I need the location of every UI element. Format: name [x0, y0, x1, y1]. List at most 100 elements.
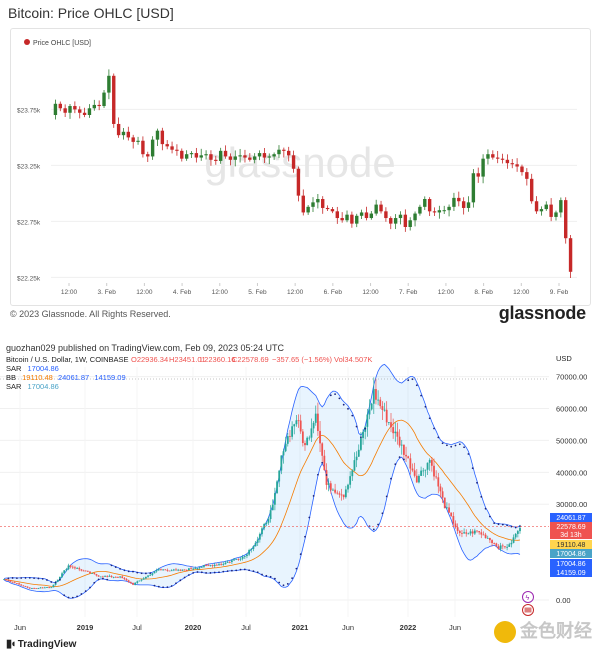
- candle-body: [155, 130, 160, 140]
- ohlc-high: H23451.01: [169, 355, 206, 364]
- candle-body: [157, 569, 160, 571]
- price-tag-bg: [550, 568, 592, 577]
- candle-body: [484, 534, 487, 539]
- x-axis-labels: Jun 2019 Jul 2020 Jul 2021 Jun 2022 Jun: [14, 623, 461, 632]
- candle-body: [117, 577, 119, 578]
- lightning-icon[interactable]: [522, 591, 534, 603]
- candle-body: [392, 427, 395, 434]
- ohlc-chart: Price OHLC [USD] glassnode $23.75k$23.25…: [17, 39, 577, 296]
- candle-body: [486, 154, 490, 159]
- candle-body: [481, 158, 485, 177]
- y-axis-labels: $23.75k $23.25k $22.75k $22.25k: [17, 107, 41, 282]
- sar-dot: [33, 577, 35, 580]
- x-tick-label: 3. Feb: [97, 289, 116, 296]
- price-tag: 19110.48: [557, 542, 586, 549]
- candle-body: [368, 409, 371, 415]
- sar-dot: [312, 495, 315, 497]
- ohlc-change: −357.65 (−1.56%): [272, 355, 333, 364]
- candle-body: [357, 449, 360, 457]
- sar-dot: [351, 414, 354, 417]
- candle-body: [508, 544, 511, 547]
- candle-body: [231, 560, 233, 562]
- y-tick-label: $23.75k: [17, 107, 41, 114]
- sar-dot: [304, 535, 306, 538]
- indicator-bb-name: BB: [6, 373, 16, 382]
- candle-body: [430, 460, 433, 466]
- sar-dot: [360, 436, 362, 439]
- sar-dot: [291, 577, 293, 579]
- y-tick-label: 70000.00: [556, 373, 587, 382]
- indicator-sar-1[interactable]: SAR 17004.86: [6, 364, 59, 373]
- candle-body: [239, 558, 242, 560]
- sar-dot: [136, 571, 139, 574]
- candle-body: [347, 484, 349, 490]
- candle-body: [11, 581, 14, 583]
- candle-body: [107, 75, 111, 93]
- candle-body: [427, 199, 432, 212]
- candle-body: [179, 569, 182, 571]
- candle-body: [400, 444, 403, 446]
- sar-dot: [497, 523, 500, 526]
- sar-dot: [16, 577, 18, 580]
- candle-body: [447, 206, 451, 211]
- candle-body: [214, 159, 218, 161]
- x-tick-label: 2022: [400, 623, 417, 632]
- candle-body: [323, 455, 326, 471]
- candle-body: [291, 155, 296, 169]
- candle-body: [426, 462, 429, 470]
- x-tick-label: 4. Feb: [173, 289, 192, 296]
- candle-body: [92, 104, 97, 109]
- candle-body: [238, 155, 242, 157]
- legend-label[interactable]: Price OHLC [USD]: [33, 40, 91, 47]
- candle-body: [265, 522, 268, 525]
- candle-body: [160, 569, 162, 571]
- sar-dot: [252, 570, 255, 573]
- price-tag-bg: [550, 540, 592, 549]
- weekly-candles: [3, 377, 521, 589]
- sar-dot: [321, 461, 324, 464]
- indicator-bb[interactable]: BB 19110.48 24061.87 14159.09: [6, 373, 126, 382]
- ohlc-volume: Vol34.507K: [334, 355, 372, 364]
- candle-body: [82, 570, 85, 572]
- tradingview-logo: ▮◖ TradingView: [6, 637, 76, 650]
- sar-dot: [411, 378, 414, 381]
- sar-dot: [278, 581, 281, 584]
- indicator-sar-2[interactable]: SAR 17004.86: [6, 382, 59, 391]
- candle-body: [37, 588, 40, 589]
- sar-dot: [355, 425, 358, 428]
- candle-body: [335, 211, 339, 219]
- candle-body: [185, 569, 188, 571]
- candle-body: [22, 585, 25, 587]
- candle-body: [104, 576, 106, 577]
- candle-body: [379, 399, 382, 407]
- candle-body: [409, 458, 412, 469]
- candle-body: [223, 150, 228, 157]
- candle-body: [41, 587, 44, 589]
- candle-body: [466, 202, 471, 208]
- copyright: © 2023 Glassnode. All Rights Reserved.: [10, 309, 171, 319]
- candle-body: [369, 213, 374, 219]
- candle-body: [252, 546, 255, 549]
- candle-body: [194, 153, 199, 158]
- candle-body: [138, 580, 141, 582]
- sar-dot: [153, 584, 156, 587]
- indicator-sar-1-value: 17004.86: [28, 364, 59, 373]
- candle-body: [39, 587, 42, 589]
- candle-body: [403, 214, 408, 227]
- sar-dot: [24, 577, 27, 579]
- sar-dot: [317, 473, 319, 476]
- sar-dot: [403, 458, 405, 461]
- candle-body: [46, 587, 48, 588]
- candle-body: [469, 531, 472, 534]
- candle-body: [491, 154, 495, 158]
- candle-body: [102, 576, 104, 578]
- candle-body: [204, 154, 208, 156]
- candle-body: [287, 150, 291, 156]
- candle-body: [407, 456, 410, 459]
- candle-body: [437, 210, 442, 213]
- candle-body: [134, 582, 137, 585]
- sar-dot: [329, 394, 332, 397]
- indicator-sar-1-name: SAR: [6, 364, 22, 373]
- candle-body: [374, 204, 378, 214]
- candle-body: [168, 570, 171, 572]
